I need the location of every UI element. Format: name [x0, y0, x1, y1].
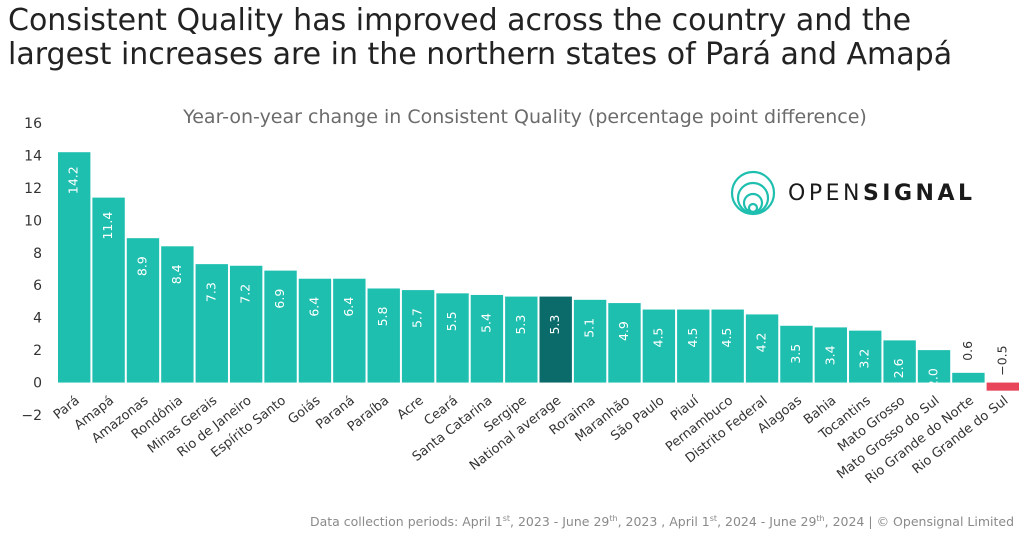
y-tick-label: 12	[24, 181, 42, 197]
bar	[333, 278, 366, 383]
bar	[573, 299, 607, 383]
bar-value-label: 6.9	[272, 289, 287, 309]
y-tick-label: 8	[33, 246, 42, 262]
bar	[92, 197, 125, 383]
bar	[711, 309, 744, 383]
bar	[952, 372, 985, 383]
bar	[986, 382, 1019, 391]
bar	[814, 327, 848, 383]
opensignal-logo-wordmark: OPENSIGNAL	[788, 180, 976, 206]
bar-value-label: 7.2	[238, 284, 253, 304]
bar	[264, 270, 297, 383]
bar	[470, 294, 504, 383]
bar-value-label: 5.4	[478, 313, 493, 333]
bar	[367, 288, 400, 383]
y-tick-label: −2	[21, 408, 42, 424]
footer-source-note: Data collection periods: April 1st, 2023…	[309, 513, 1014, 529]
bar-value-label: 6.4	[341, 297, 356, 317]
bar-value-label: 14.2	[66, 166, 81, 194]
bar-value-label: 5.1	[582, 318, 597, 338]
opensignal-logo: OPENSIGNAL	[730, 170, 976, 216]
bar-value-label: 6.4	[306, 297, 321, 317]
headline-line-2: largest increases are in the northern st…	[8, 37, 953, 72]
y-tick-label: 16	[24, 116, 42, 132]
bar-value-label: 5.8	[375, 306, 390, 326]
bar-value-label: 4.5	[650, 328, 665, 348]
footer-separator: |	[868, 514, 873, 529]
bar-value-label: 0.6	[960, 341, 975, 361]
bar-value-label: 11.4	[100, 212, 115, 240]
bar	[401, 290, 435, 383]
headline-line-1: Consistent Quality has improved across t…	[8, 3, 912, 38]
bar	[917, 350, 951, 383]
bar	[642, 309, 676, 383]
bar-value-label: 3.5	[788, 344, 803, 364]
bar	[883, 340, 916, 383]
bar	[677, 309, 710, 383]
bar	[229, 265, 263, 383]
y-tick-label: 10	[24, 213, 42, 229]
bar-value-label: 5.5	[444, 311, 459, 331]
bar	[505, 296, 538, 383]
bar	[161, 246, 194, 383]
headline: Consistent Quality has improved across t…	[8, 4, 1008, 72]
bar-value-label: 5.3	[547, 315, 562, 335]
y-tick-label: 4	[33, 311, 42, 327]
bar-value-label: 2.6	[891, 358, 906, 378]
bar-value-label: 8.9	[134, 256, 149, 276]
bar	[436, 293, 469, 383]
y-tick-label: 6	[33, 278, 42, 294]
bar	[849, 330, 882, 383]
bar	[58, 152, 91, 383]
bar-value-label: 4.5	[719, 328, 734, 348]
bar	[195, 264, 228, 383]
bar-value-label: 2.0	[926, 368, 941, 388]
opensignal-logo-icon	[730, 170, 776, 216]
bar	[780, 325, 813, 383]
bar-value-label: 4.2	[754, 332, 769, 352]
bar-value-label: 7.3	[203, 282, 218, 302]
bar-value-label: 5.3	[513, 315, 528, 335]
bars: 14.2 11.4 8.9 8.4 7.3 7.2 6.9 6.4 6.4 5.8 5.7 5.5 5.…	[58, 152, 1019, 391]
y-axis: 16 14 12 10 8 6 4 2 0 −2	[21, 116, 42, 424]
bar	[126, 238, 160, 383]
bar-value-label: 5.7	[410, 308, 425, 328]
footer-copyright: © Opensignal Limited	[876, 514, 1014, 529]
bar-value-label: 8.4	[169, 264, 184, 284]
y-tick-label: 0	[33, 376, 42, 392]
bar-value-label: 4.9	[616, 321, 631, 341]
bar	[539, 296, 572, 383]
chart-title: Year-on-year change in Consistent Qualit…	[182, 106, 867, 128]
bar	[745, 314, 779, 383]
bar	[608, 303, 641, 383]
bar-value-label: −0.5	[994, 345, 1009, 375]
bar-value-label: 4.5	[685, 328, 700, 348]
y-tick-label: 2	[33, 343, 42, 359]
bar-value-label: 3.4	[822, 345, 837, 365]
bar-value-label: 3.2	[857, 349, 872, 369]
y-tick-label: 14	[24, 148, 42, 164]
bar	[298, 278, 332, 383]
